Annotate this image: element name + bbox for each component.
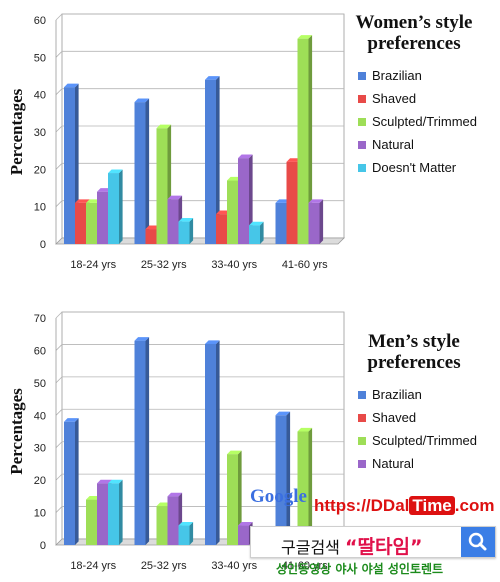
- svg-text:Shaved: Shaved: [372, 410, 416, 425]
- x-tick-label: 41-60 yrs: [282, 259, 328, 271]
- y-axis-label: Percentages: [7, 88, 26, 175]
- gridline: [55, 311, 344, 319]
- x-tick-label: 18-24 yrs: [70, 259, 116, 271]
- legend-entry: Sculpted/Trimmed: [358, 433, 477, 448]
- svg-text:Shaved: Shaved: [372, 91, 416, 106]
- y-tick-label: 0: [40, 239, 46, 251]
- bar: [297, 427, 313, 545]
- gridline: [55, 13, 344, 21]
- bar: [64, 418, 79, 545]
- bar: [108, 169, 123, 244]
- gridline: [55, 506, 344, 513]
- bar: [227, 450, 242, 545]
- y-tick-label: 60: [34, 345, 46, 357]
- x-tick-label: 41-60 yrs: [282, 560, 328, 572]
- chart-title: Women’s style: [356, 12, 473, 33]
- watermark: Google https://DDal Time .com 구글검색 “딸타임” 성…: [248, 482, 500, 582]
- x-tick-label: 25-32 yrs: [141, 560, 187, 572]
- bar: [178, 521, 194, 545]
- y-tick-label: 70: [34, 313, 46, 325]
- watermark-search-bold: “딸타임”: [344, 536, 423, 558]
- bar: [134, 337, 150, 545]
- svg-text:Sculpted/Trimmed: Sculpted/Trimmed: [372, 433, 477, 448]
- y-tick-label: 60: [34, 15, 46, 27]
- chart-1: 0 10 20 30 40 50 60 Percentages 18-24 yrs 25-32 y…: [7, 12, 477, 271]
- legend-entry: Sculpted/Trimmed: [358, 114, 477, 129]
- y-tick-label: 30: [34, 443, 46, 455]
- bar: [297, 35, 313, 244]
- y-tick-label: 30: [34, 127, 46, 139]
- bar: [205, 340, 220, 545]
- y-axis-label: Percentages: [7, 388, 26, 475]
- bar: [134, 98, 150, 245]
- bar: [178, 218, 194, 244]
- watermark-search-query: 구글검색 “딸타임”: [281, 532, 422, 559]
- watermark-caption: 성인동영상 야사 야설 성인토렌트: [276, 562, 444, 576]
- gridline: [55, 408, 344, 416]
- svg-text:Doesn't Matter: Doesn't Matter: [372, 160, 457, 175]
- watermark-url-suffix: .com: [454, 496, 495, 515]
- y-tick-label: 40: [34, 410, 46, 422]
- watermark-google-logo: Google: [250, 486, 307, 508]
- chart-title: preferences: [367, 33, 460, 54]
- svg-text:Sculpted/Trimmed: Sculpted/Trimmed: [372, 114, 477, 129]
- gridline: [55, 441, 344, 448]
- bar: [108, 479, 123, 545]
- bar: [249, 221, 264, 244]
- gridline: [55, 88, 344, 95]
- y-tick-label: 20: [34, 164, 46, 176]
- svg-text:Natural: Natural: [372, 456, 414, 471]
- chart-title: Men’s style: [368, 331, 460, 352]
- y-tick-label: 40: [34, 90, 46, 102]
- legend-entry: Shaved: [358, 91, 416, 106]
- watermark-search-text: 구글검색: [281, 538, 340, 557]
- legend-entry: Shaved: [358, 410, 416, 425]
- y-tick-label: 50: [34, 52, 46, 64]
- legend-entry: Brazilian: [358, 387, 422, 402]
- y-tick-label: 50: [34, 378, 46, 390]
- y-tick-label: 10: [34, 508, 46, 520]
- legend-entry: Doesn't Matter: [358, 160, 457, 175]
- x-tick-label: 33-40 yrs: [211, 560, 257, 572]
- chart-title: preferences: [367, 352, 460, 373]
- watermark-search-box: 구글검색 “딸타임”: [250, 526, 496, 558]
- x-tick-label: 25-32 yrs: [141, 259, 187, 271]
- legend-entry: Natural: [358, 137, 414, 152]
- gridline: [55, 473, 344, 481]
- watermark-search-bold-text: 딸타임: [357, 536, 410, 558]
- legend-entry: Brazilian: [358, 68, 422, 83]
- gridline: [55, 125, 344, 133]
- svg-text:Natural: Natural: [372, 137, 414, 152]
- watermark-url-time: Time: [409, 496, 455, 515]
- y-tick-label: 20: [34, 475, 46, 487]
- gridline: [55, 376, 344, 384]
- watermark-url-prefix: https://DDal: [314, 496, 410, 515]
- y-tick-label: 10: [34, 202, 46, 214]
- bar: [238, 154, 253, 244]
- watermark-search-icon: [461, 527, 495, 557]
- bar: [308, 199, 324, 244]
- x-tick-label: 33-40 yrs: [211, 259, 257, 271]
- gridline: [55, 50, 344, 58]
- svg-text:Brazilian: Brazilian: [372, 68, 422, 83]
- bar: [275, 411, 291, 545]
- svg-text:Brazilian: Brazilian: [372, 387, 422, 402]
- legend-entry: Natural: [358, 456, 414, 471]
- y-tick-label: 0: [40, 540, 46, 552]
- watermark-url: https://DDal Time .com: [314, 496, 494, 516]
- x-tick-label: 18-24 yrs: [70, 560, 116, 572]
- watermark-google-text: Google: [250, 486, 307, 507]
- bar: [205, 76, 220, 244]
- gridline: [55, 344, 344, 351]
